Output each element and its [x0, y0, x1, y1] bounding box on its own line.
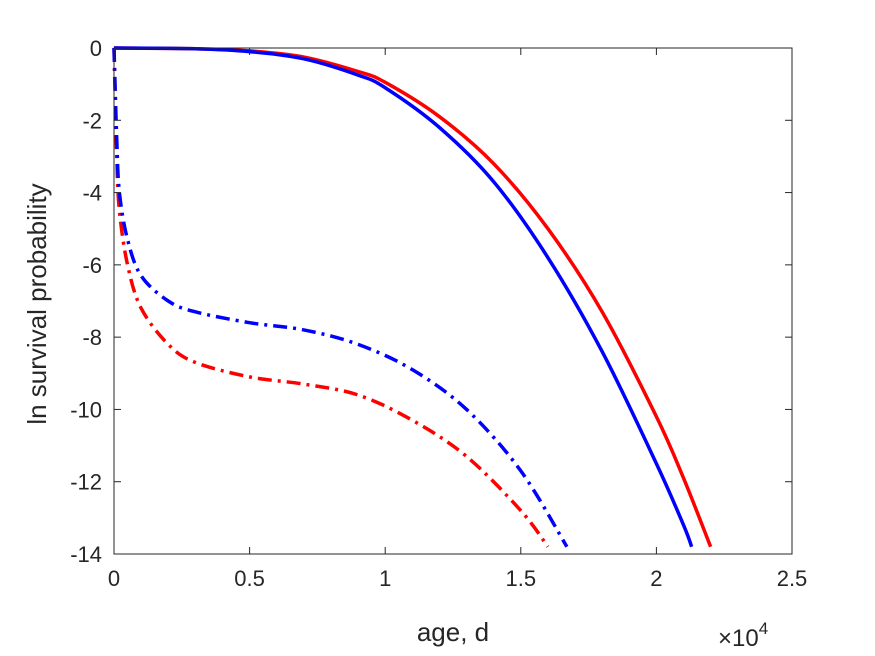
- y-tick-label: -4: [82, 181, 102, 206]
- x-tick-label: 2: [650, 566, 662, 591]
- x-axis-exponent: ×104: [718, 619, 768, 652]
- axes-box: [113, 47, 793, 555]
- x-axis-exponent-base: ×10: [718, 625, 759, 652]
- series-line-blue-dashdot: [112, 47, 569, 548]
- y-tick-label: 0: [90, 36, 102, 61]
- series-line-red-dashdot: [112, 47, 550, 548]
- tick-marks: [113, 47, 793, 555]
- tick-labels: 0 0.5 1 1.5 2 2.5 0 -2 -4 -6 -8 -10 -12 -14: [70, 36, 807, 591]
- y-tick-label: -14: [70, 542, 102, 567]
- x-tick-label: 1.5: [506, 566, 537, 591]
- x-tick-label: 2.5: [777, 566, 808, 591]
- y-tick-label: -8: [82, 325, 102, 350]
- x-tick-label: 0: [108, 566, 120, 591]
- y-axis-label: ln survival probability: [22, 183, 52, 424]
- y-tick-label: -12: [70, 470, 102, 495]
- y-tick-label: -6: [82, 253, 102, 278]
- x-tick-label: 0.5: [234, 566, 265, 591]
- y-tick-label: -2: [82, 108, 102, 133]
- y-tick-label: -10: [70, 397, 102, 422]
- x-tick-label: 1: [379, 566, 391, 591]
- x-axis-label: age, d: [417, 617, 489, 647]
- x-axis-exponent-power: 4: [759, 619, 768, 638]
